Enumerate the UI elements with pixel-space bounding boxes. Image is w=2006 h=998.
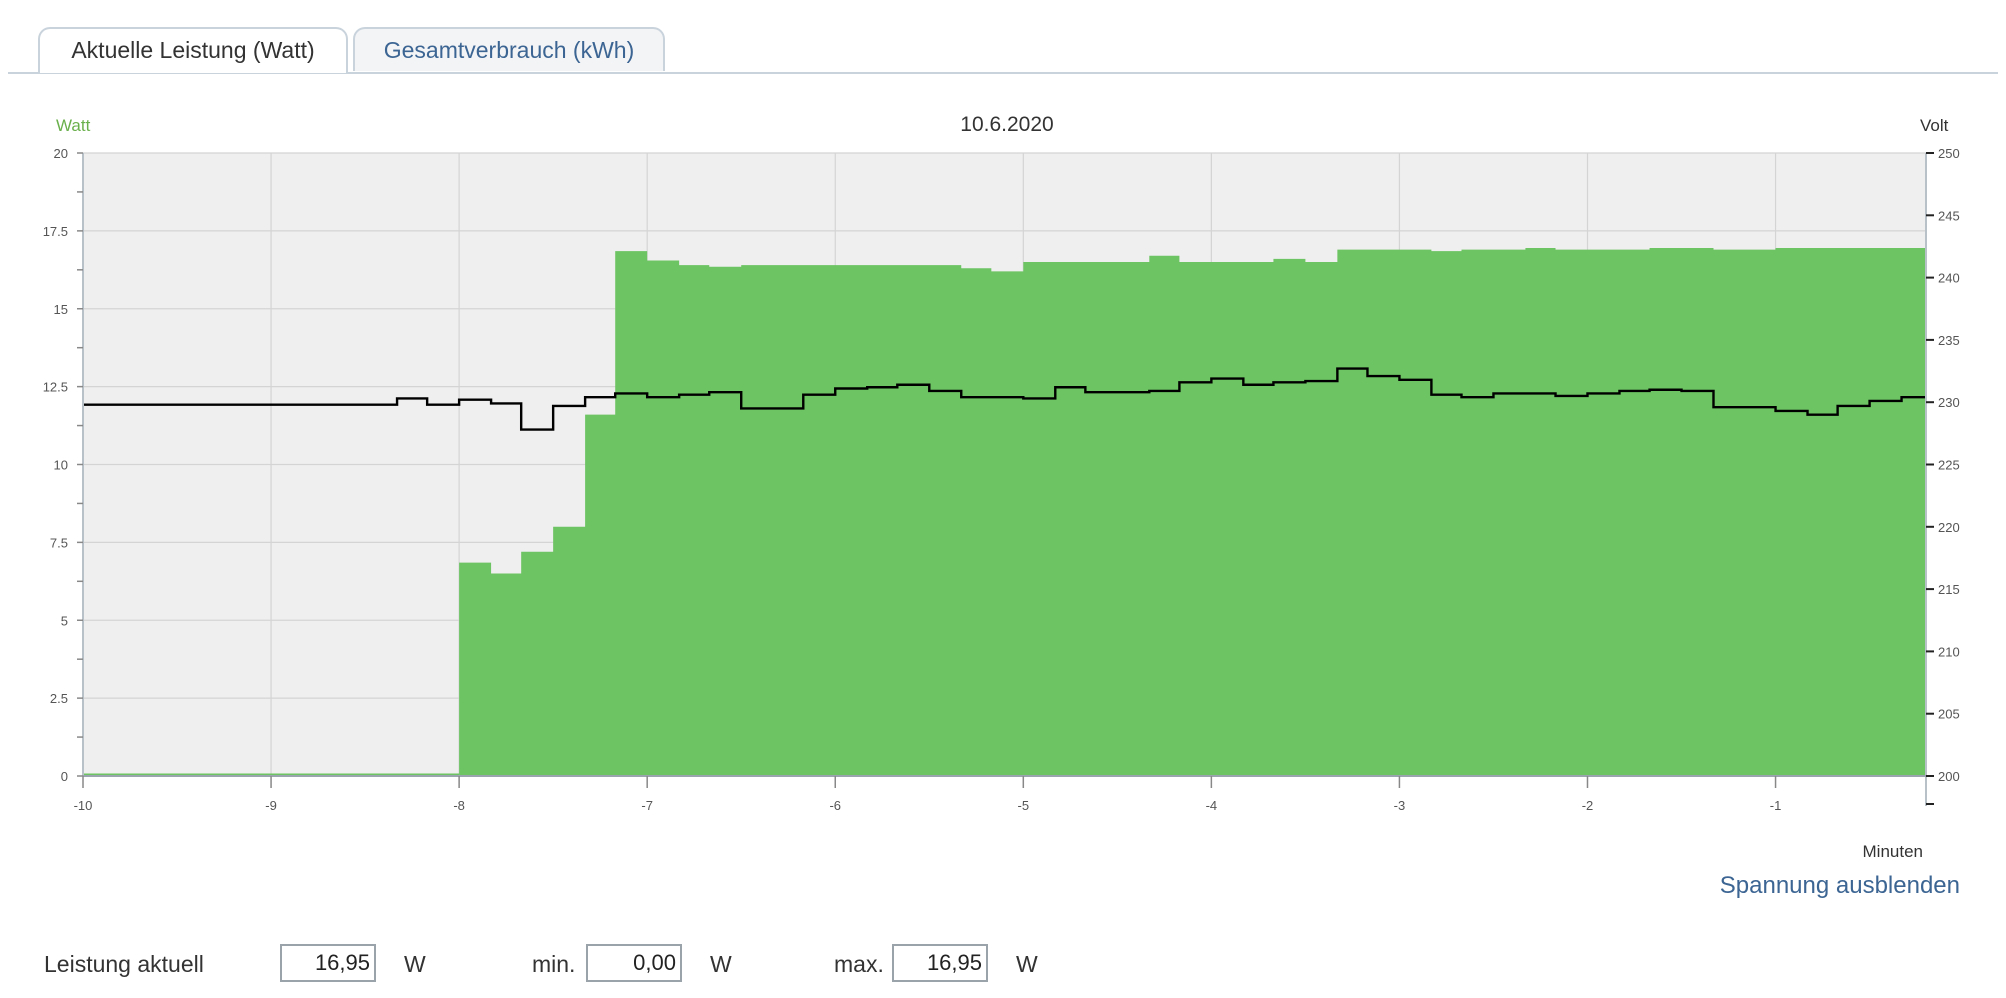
y-left-tick-label: 20: [54, 146, 68, 161]
min-power-unit: W: [710, 951, 732, 977]
y-right-tick-label: 210: [1938, 644, 1960, 659]
y-right-tick-label: 250: [1938, 146, 1960, 161]
y-right-tick-label: 220: [1938, 520, 1960, 535]
x-tick-label: -9: [265, 798, 277, 813]
plot-area: 0 2.5 5 7.5 10 12.5 15 17.5 20 200 205 210 215 220 225…: [43, 146, 1960, 813]
y-left-tick-label: 12.5: [43, 380, 68, 395]
tab-total-consumption[interactable]: Gesamtverbrauch (kWh): [353, 27, 665, 71]
current-power-unit: W: [404, 951, 426, 977]
min-power-field[interactable]: [586, 944, 682, 982]
y-axis-right-label: Volt: [1920, 116, 1949, 135]
x-tick-label: -8: [453, 798, 465, 813]
y-left-tick-label: 17.5: [43, 224, 68, 239]
tab-bar: Aktuelle Leistung (Watt) Gesamtverbrauch…: [8, 0, 1998, 74]
toggle-voltage-link[interactable]: Spannung ausblenden: [1719, 872, 1960, 899]
power-voltage-chart: Watt 10.6.2020 Volt Minuten 0 2.5 5 7.5 10 12…: [43, 113, 1960, 861]
x-tick-label: -7: [641, 798, 653, 813]
current-power-field[interactable]: [280, 944, 376, 982]
max-power-field[interactable]: [892, 944, 988, 982]
y-right-tick-label: 230: [1938, 395, 1960, 410]
x-tick-label: -1: [1770, 798, 1782, 813]
y-left-tick-label: 5: [61, 613, 68, 628]
y-left-tick-label: 0: [61, 769, 68, 784]
tab-current-power[interactable]: Aktuelle Leistung (Watt): [38, 27, 348, 73]
max-power-label: max.: [834, 951, 884, 977]
y-left-tick-label: 2.5: [50, 691, 68, 706]
x-tick-label: -6: [829, 798, 841, 813]
y-right-tick-label: 215: [1938, 582, 1960, 597]
y-axis-left-label: Watt: [56, 116, 91, 135]
y-right-tick-label: 200: [1938, 769, 1960, 784]
power-stats: Leistung aktuell W min. W max. W: [44, 944, 1144, 984]
x-axis-label: Minuten: [1863, 842, 1923, 861]
x-tick-label: -10: [74, 798, 93, 813]
chart-title: 10.6.2020: [960, 113, 1053, 136]
x-tick-label: -4: [1206, 798, 1218, 813]
y-right-tick-label: 205: [1938, 707, 1960, 722]
max-power-unit: W: [1016, 951, 1038, 977]
y-right-tick-label: 240: [1938, 271, 1960, 286]
y-left-tick-label: 10: [54, 458, 68, 473]
voltage-line-series: [83, 367, 1926, 431]
y-right-tick-label: 245: [1938, 208, 1960, 223]
min-power-label: min.: [532, 951, 576, 977]
y-right-tick-label: 225: [1938, 458, 1960, 473]
x-tick-label: -3: [1394, 798, 1406, 813]
x-tick-label: -2: [1582, 798, 1594, 813]
y-left-tick-label: 7.5: [50, 535, 68, 550]
y-right-tick-label: 235: [1938, 333, 1960, 348]
current-power-label: Leistung aktuell: [44, 951, 204, 977]
x-tick-label: -5: [1018, 798, 1030, 813]
y-left-tick-label: 15: [54, 302, 68, 317]
power-area-series: [83, 248, 1926, 776]
